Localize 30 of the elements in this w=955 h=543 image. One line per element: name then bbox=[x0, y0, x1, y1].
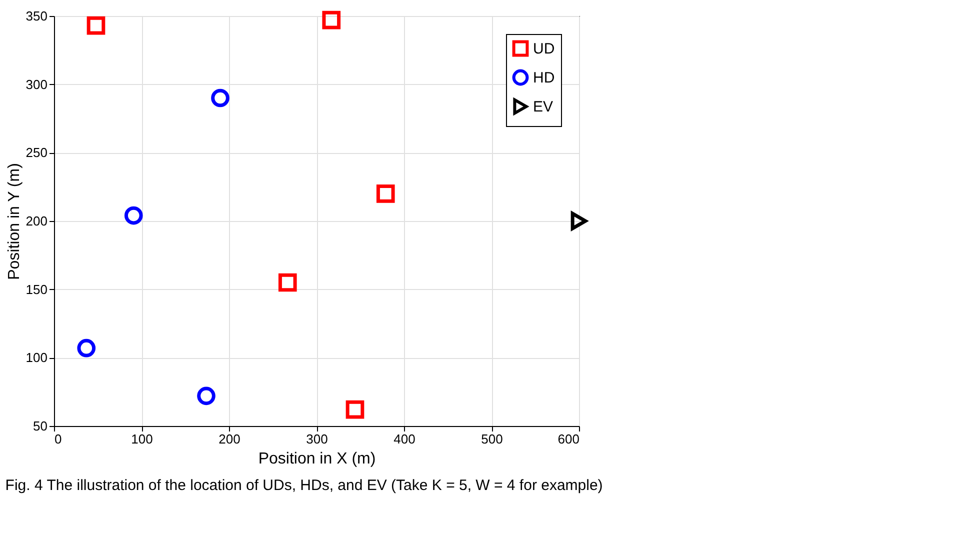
legend-label: HD bbox=[533, 70, 555, 86]
x-tick-label: 0 bbox=[54, 432, 62, 446]
y-axis-title: Position in Y (m) bbox=[6, 163, 23, 280]
point bbox=[346, 400, 364, 419]
y-tick-label: 300 bbox=[26, 76, 48, 92]
legend-label: UD bbox=[533, 40, 555, 58]
x-tick-label: 300 bbox=[306, 432, 328, 446]
point bbox=[322, 10, 341, 30]
point bbox=[86, 16, 106, 35]
x-tick-label: 500 bbox=[481, 432, 503, 446]
x-tick-label: 200 bbox=[218, 432, 240, 446]
point bbox=[197, 386, 216, 406]
caption: Fig. 4 The illustration of the location of UDs, HDs, and EV (Take K = 5, W = 4 for example) bbox=[5, 477, 603, 494]
y-tick-label: 100 bbox=[26, 350, 48, 366]
point bbox=[124, 206, 143, 225]
y-tick-label: 350 bbox=[26, 8, 48, 24]
point bbox=[376, 184, 395, 203]
y-tick-label: 50 bbox=[33, 418, 48, 434]
y-tick-label: 250 bbox=[26, 145, 48, 160]
x-tick-label: 400 bbox=[394, 432, 416, 446]
point bbox=[278, 273, 297, 292]
point bbox=[570, 212, 588, 230]
point bbox=[211, 88, 230, 108]
y-tick-label: 150 bbox=[26, 282, 48, 297]
x-axis-title: Position in X (m) bbox=[258, 450, 376, 468]
point bbox=[77, 338, 96, 358]
x-tick-label: 100 bbox=[131, 432, 153, 446]
y-tick-label: 200 bbox=[26, 214, 48, 228]
x-tick-label: 600 bbox=[558, 432, 580, 446]
legend-label: EV bbox=[533, 98, 554, 116]
